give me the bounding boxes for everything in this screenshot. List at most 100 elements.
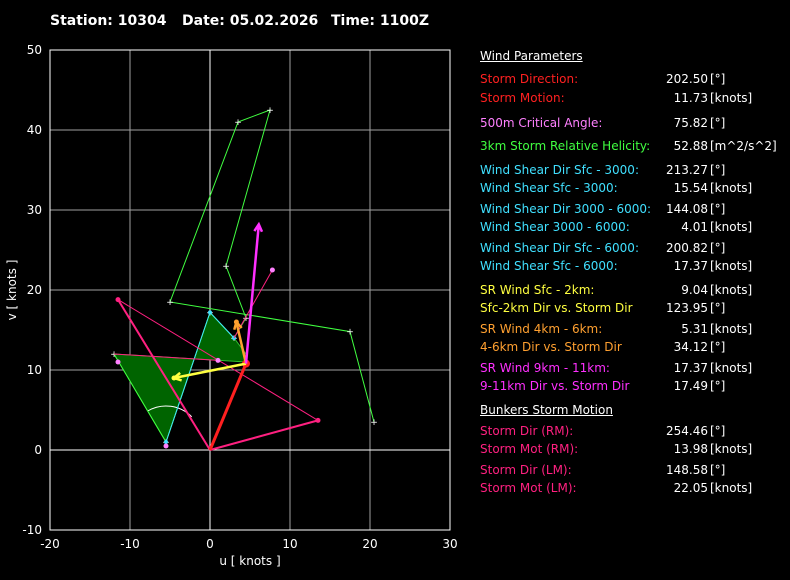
parameter-value: 213.27 [666,163,708,177]
time-label: Time: 1100Z [331,13,430,29]
x-tick-label: 30 [442,537,457,551]
x-axis-label: u [ knots ] [219,554,280,568]
parameter-unit: [°] [710,72,726,86]
bunkers-title: Bunkers Storm Motion [480,403,613,417]
hodograph-point: + [346,328,354,338]
parameter-value: 144.08 [666,202,708,216]
parameter-row: Wind Shear Dir 3000 - 6000: 144.08 [°] [480,202,780,218]
bunkers-rm-vector [209,419,319,451]
parameter-row: Storm Mot (RM): 13.98 [knots] [480,442,780,458]
parameter-label: SR Wind Sfc - 2km: [480,283,595,297]
parameter-value: 148.58 [666,463,708,477]
wind-parameters-panel: Wind Parameters Storm Direction: 202.50 [°]… [480,0,780,580]
parameter-value: 13.98 [673,442,708,456]
parameter-row: Wind Shear 3000 - 6000: 4.01 [knots] [480,220,780,236]
parameter-unit: [°] [710,424,726,438]
parameter-label: 4-6km Dir vs. Storm Dir [480,340,622,354]
parameter-value: 200.82 [666,241,708,255]
parameter-label: Sfc-2km Dir vs. Storm Dir [480,301,633,315]
y-tick-label: 40 [27,123,42,137]
sr-sfc-2km-point [171,375,177,381]
parameter-row: Storm Direction: 202.50 [°] [480,72,780,88]
parameter-row: 500m Critical Angle: 75.82 [°] [480,116,780,132]
parameter-label: 3km Storm Relative Helicity: [480,139,651,153]
parameter-value: 75.82 [673,116,708,130]
parameter-label: Wind Shear Dir Sfc - 3000: [480,163,639,177]
parameter-row: 4-6km Dir vs. Storm Dir 34.12 [°] [480,340,780,356]
parameter-unit: [knots] [710,481,753,495]
parameter-unit: [knots] [710,181,753,195]
storm-motion-vector [208,363,248,451]
parameter-unit: [knots] [710,283,753,297]
parameter-unit: [°] [710,379,726,393]
y-tick-label: 50 [27,43,42,57]
x-tick-label: 0 [206,537,214,551]
y-tick-label: -10 [22,523,42,537]
hodograph-point: + [266,106,274,116]
parameter-label: Wind Shear Dir Sfc - 6000: [480,241,639,255]
parameter-unit: [knots] [710,361,753,375]
hodograph-point: + [166,298,174,308]
y-tick-label: 0 [34,443,42,457]
hodograph-point: + [234,118,242,128]
parameter-unit: [°] [710,163,726,177]
sr-wind-9-11km-arrow-head [253,221,264,233]
parameter-value: 123.95 [666,301,708,315]
shear-point [208,310,212,315]
date-label: Date: 05.02.2026 [182,13,319,29]
parameter-row: Wind Shear Sfc - 3000: 15.54 [knots] [480,181,780,197]
parameter-value: 15.54 [673,181,708,195]
parameter-row: 3km Storm Relative Helicity: 52.88 [m^2/s^… [480,139,780,155]
bunkers-rm-point [315,417,321,423]
x-tick-label: 20 [362,537,377,551]
y-tick-label: 20 [27,283,42,297]
parameter-label: Storm Dir (LM): [480,463,572,477]
parameter-value: 34.12 [673,340,708,354]
parameter-row: SR Wind 4km - 6km: 5.31 [knots] [480,322,780,338]
parameter-label: Storm Dir (RM): [480,424,574,438]
x-tick-label: 10 [282,537,297,551]
parameter-value: 5.31 [681,322,708,336]
x-tick-label: -20 [40,537,60,551]
x-tick-label: -10 [120,537,140,551]
parameter-value: 254.46 [666,424,708,438]
chart-header: Station: 10304 Date: 05.02.2026 Time: 11… [0,0,790,40]
parameter-row: SR Wind 9km - 11km: 17.37 [knots] [480,361,780,377]
parameter-value: 202.50 [666,72,708,86]
parameter-label: Wind Shear Sfc - 6000: [480,259,618,273]
parameter-unit: [knots] [710,322,753,336]
hodograph-point: + [242,314,250,324]
parameter-unit: [knots] [710,91,753,105]
parameter-label: Wind Shear Dir 3000 - 6000: [480,202,652,216]
hodograph-point: + [222,262,230,272]
parameter-value: 22.05 [673,481,708,495]
parameter-row: 9-11km Dir vs. Storm Dir 17.49 [°] [480,379,780,395]
parameter-row: Storm Motion: 11.73 [knots] [480,91,780,107]
parameter-unit: [m^2/s^2] [710,139,777,153]
parameter-row: SR Wind Sfc - 2km: 9.04 [knots] [480,283,780,299]
parameter-label: 9-11km Dir vs. Storm Dir [480,379,630,393]
parameter-label: 500m Critical Angle: [480,116,603,130]
parameter-unit: [°] [710,463,726,477]
sr-wind-4-6km-arrow [235,321,248,364]
parameter-label: Wind Shear Sfc - 3000: [480,181,618,195]
pink-marker [115,359,121,365]
parameter-row: Sfc-2km Dir vs. Storm Dir 123.95 [°] [480,301,780,317]
parameter-value: 52.88 [673,139,708,153]
parameter-unit: [knots] [710,442,753,456]
parameter-value: 4.01 [681,220,708,234]
parameter-label: Storm Mot (LM): [480,481,577,495]
station-label: Station: 10304 [50,13,167,29]
sr-4-6km-point [233,319,239,325]
parameter-value: 11.73 [673,91,708,105]
pink-marker [163,443,169,449]
parameter-unit: [°] [710,301,726,315]
hodograph-point: + [110,350,118,360]
sr-wind-9-11km-arrow [244,224,261,364]
parameter-row: Wind Shear Dir Sfc - 6000: 200.82 [°] [480,241,780,257]
parameter-label: Storm Direction: [480,72,579,86]
pink-marker [269,267,275,273]
parameter-row: Wind Shear Dir Sfc - 3000: 213.27 [°] [480,163,780,179]
parameter-row: Wind Shear Sfc - 6000: 17.37 [knots] [480,259,780,275]
